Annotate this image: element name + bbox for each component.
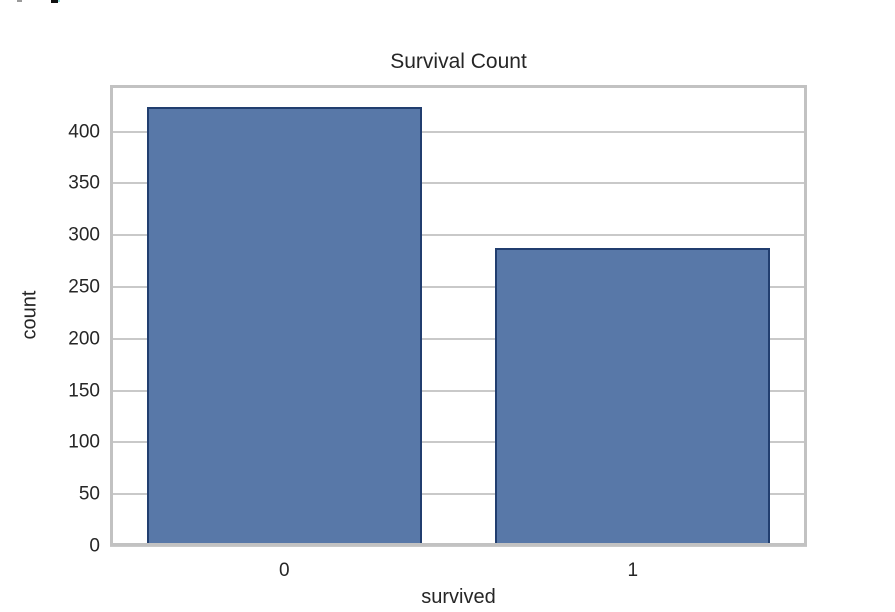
clipped-ui-fragment-gray-icon [17, 0, 22, 2]
x-axis-label: survived [421, 586, 496, 608]
chart-title: Survival Count [390, 50, 527, 73]
y-tick-label: 150 [68, 380, 100, 402]
y-tick-label: 100 [68, 431, 100, 453]
y-tick-label: 300 [68, 224, 100, 246]
gridline [110, 493, 807, 496]
gridline [110, 130, 807, 133]
y-tick-label: 200 [68, 328, 100, 350]
y-tick-label: 400 [68, 121, 100, 143]
gridline [110, 337, 807, 340]
gridline [110, 234, 807, 237]
y-tick-label: 350 [68, 172, 100, 194]
x-tick-label: 0 [278, 560, 290, 581]
gridline [110, 441, 807, 444]
gridline [110, 545, 807, 547]
gridline [110, 182, 807, 185]
x-tick-label: 1 [627, 560, 639, 581]
gridline [110, 389, 807, 392]
y-tick-label: 250 [68, 276, 100, 298]
y-tick-label: 50 [78, 483, 100, 505]
gridline [110, 286, 807, 288]
y-tick-label: 0 [89, 535, 100, 557]
clipped-ui-fragment-dark-icon [51, 0, 58, 3]
bar-survived-0 [146, 106, 422, 546]
bar-survived-1 [495, 247, 771, 546]
clipped-ui-fragment-cyan-icon [58, 0, 60, 2]
plot-area [110, 85, 807, 547]
